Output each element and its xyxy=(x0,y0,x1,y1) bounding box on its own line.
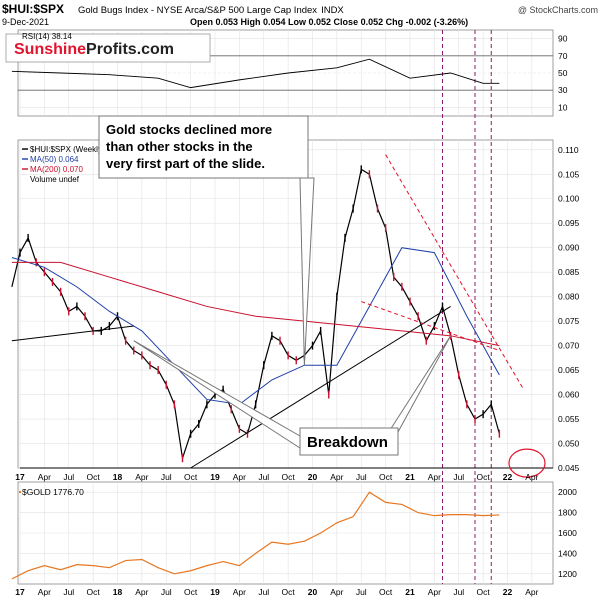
logo-box xyxy=(5,33,211,63)
header-ohlc: Open 0.053 High 0.054 Low 0.052 Close 0.… xyxy=(190,17,468,27)
callout-box-1 xyxy=(98,115,309,179)
main-ytick-label: 0.090 xyxy=(558,243,580,253)
gold-ytick-label: 1200 xyxy=(558,569,577,579)
main-xtick-label: Oct xyxy=(87,472,101,482)
rsi-ytick-label: 50 xyxy=(558,68,568,78)
rsi-ytick-label: 10 xyxy=(558,102,568,112)
header-description: Gold Bugs Index - NYSE Arca/S&P 500 Larg… xyxy=(78,5,344,16)
main-xtick-label: 19 xyxy=(210,472,220,482)
gold-xtick-label: Oct xyxy=(282,587,296,597)
gold-xtick-label: Apr xyxy=(38,587,51,597)
main-xtick-label: Apr xyxy=(525,472,538,482)
callout-box-2 xyxy=(299,427,399,456)
gold-xtick-label: Oct xyxy=(87,587,101,597)
gold-xtick-label: Oct xyxy=(477,587,491,597)
legend-volume: Volume undef xyxy=(30,175,80,184)
main-ytick-label: 0.075 xyxy=(558,316,580,326)
gold-xtick-label: Apr xyxy=(233,587,246,597)
gold-xtick-label: Oct xyxy=(379,587,393,597)
gold-xtick-label: 21 xyxy=(405,587,415,597)
ma200-line xyxy=(11,261,500,347)
gold-xtick-label: Apr xyxy=(330,587,343,597)
gold-label: $GOLD 1776.70 xyxy=(22,487,84,497)
gold-ytick-label: 2000 xyxy=(558,487,577,497)
main-ytick-label: 0.060 xyxy=(558,390,580,400)
main-ytick-label: 0.045 xyxy=(558,463,580,473)
gold-xtick-label: Apr xyxy=(428,587,441,597)
gold-xtick-label: Jul xyxy=(161,587,172,597)
gold-xtick-label: Oct xyxy=(184,587,198,597)
main-xtick-label: Apr xyxy=(38,472,51,482)
header-symbol: $HUI:$SPX xyxy=(2,2,64,16)
gold-xtick-label: 17 xyxy=(15,587,25,597)
callout-text-2: Breakdown xyxy=(307,434,388,451)
gold-ytick-label: 1400 xyxy=(558,548,577,558)
gold-line xyxy=(11,491,500,580)
main-ytick-label: 0.070 xyxy=(558,341,580,351)
main-xtick-label: 21 xyxy=(405,472,415,482)
main-xtick-label: Jul xyxy=(258,472,269,482)
main-xtick-label: Jul xyxy=(63,472,74,482)
gold-xtick-label: Apr xyxy=(135,587,148,597)
main-xtick-label: Jul xyxy=(161,472,172,482)
main-xtick-label: Jul xyxy=(453,472,464,482)
main-xtick-label: Apr xyxy=(135,472,148,482)
main-xtick-label: Jul xyxy=(356,472,367,482)
rsi-ytick-label: 90 xyxy=(558,34,568,44)
gold-xtick-label: 20 xyxy=(308,587,318,597)
header-date: 9-Dec-2021 xyxy=(2,17,49,27)
logo: SunshineProfits.com xyxy=(14,41,174,58)
main-ytick-label: 0.065 xyxy=(558,365,580,375)
gold-xtick-label: 22 xyxy=(503,587,513,597)
main-xtick-label: 22 xyxy=(503,472,513,482)
main-xtick-label: 17 xyxy=(15,472,25,482)
gold-xtick-label: Apr xyxy=(525,587,538,597)
callout-text-1: Gold stocks declined more than other sto… xyxy=(106,122,276,171)
main-ytick-label: 0.080 xyxy=(558,292,580,302)
main-ytick-label: 0.100 xyxy=(558,194,580,204)
main-xtick-label: 20 xyxy=(308,472,318,482)
rsi-ytick-label: 70 xyxy=(558,51,568,61)
main-xtick-label: Apr xyxy=(428,472,441,482)
main-ytick-label: 0.050 xyxy=(558,439,580,449)
gold-xtick-label: Jul xyxy=(63,587,74,597)
main-ytick-label: 0.055 xyxy=(558,414,580,424)
gold-xtick-label: 18 xyxy=(113,587,123,597)
main-xtick-label: Apr xyxy=(330,472,343,482)
gold-xtick-label: Jul xyxy=(258,587,269,597)
watermark: @ StockCharts.com xyxy=(518,5,598,15)
main-xtick-label: Oct xyxy=(184,472,198,482)
main-ytick-label: 0.085 xyxy=(558,267,580,277)
target-circle xyxy=(508,448,546,478)
gold-ytick-label: 1800 xyxy=(558,508,577,518)
rising-support-line xyxy=(190,306,451,469)
main-panel-frame xyxy=(17,139,554,469)
main-xtick-label: Apr xyxy=(233,472,246,482)
gold-ytick-label: 1600 xyxy=(558,528,577,538)
main-xtick-label: Oct xyxy=(477,472,491,482)
main-xtick-label: Oct xyxy=(282,472,296,482)
gold-xtick-label: Jul xyxy=(356,587,367,597)
main-ytick-label: 0.110 xyxy=(558,145,579,155)
gold-xtick-label: Jul xyxy=(453,587,464,597)
main-ytick-label: 0.095 xyxy=(558,218,580,228)
rsi-ytick-label: 30 xyxy=(558,85,568,95)
ma50-line xyxy=(11,247,500,405)
rsi-line xyxy=(11,58,500,89)
red-dashed-line xyxy=(361,301,500,351)
rsi-label: RSI(14) 38.14 xyxy=(22,32,72,41)
main-xtick-label: Oct xyxy=(379,472,393,482)
legend-ma50: MA(50) 0.064 xyxy=(30,155,79,164)
main-ytick-label: 0.105 xyxy=(558,169,580,179)
gold-xtick-label: 19 xyxy=(210,587,220,597)
falling-resistance-line xyxy=(385,154,525,390)
support-line-2017 xyxy=(11,325,134,342)
main-xtick-label: 18 xyxy=(113,472,123,482)
legend-ma200: MA(200) 0.070 xyxy=(30,165,83,174)
legend-symbol: $HUI:$SPX (Weekly) xyxy=(30,145,105,154)
